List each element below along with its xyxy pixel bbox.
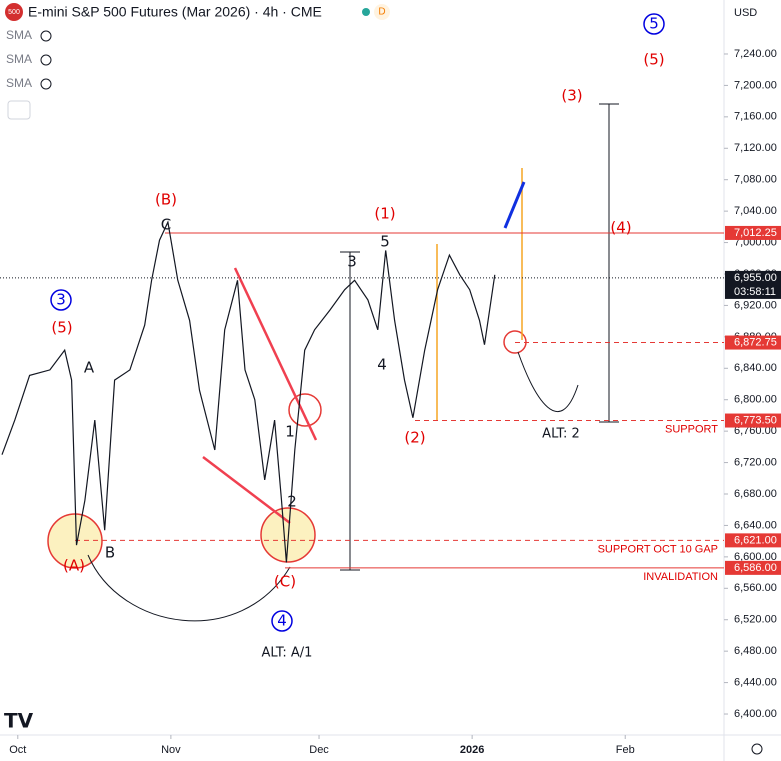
countdown: 03:58:11 bbox=[734, 286, 776, 298]
collapse-button[interactable] bbox=[7, 100, 31, 120]
symbol-icon bbox=[5, 3, 23, 21]
price-label-box bbox=[725, 560, 781, 575]
wave-label: (5) bbox=[643, 51, 664, 69]
price-label: 6,773.50 bbox=[734, 414, 777, 426]
wave-label: C bbox=[161, 216, 171, 234]
y-tick-label: 6,440.00 bbox=[734, 676, 777, 688]
price-label: 6,872.75 bbox=[734, 336, 777, 348]
wave-label: 4 bbox=[377, 356, 387, 374]
y-tick-label: 6,720.00 bbox=[734, 456, 777, 468]
curve bbox=[517, 351, 579, 412]
wave-label: 5 bbox=[649, 15, 659, 33]
price-label-box bbox=[725, 270, 781, 299]
y-tick-label: 6,560.00 bbox=[734, 582, 777, 594]
wave-circle bbox=[271, 610, 293, 632]
chart-title: E-mini S&P 500 Futures (Mar 2026) · 4h ·… bbox=[28, 4, 322, 20]
wave-label: 1 bbox=[285, 423, 295, 441]
wave-label: 5 bbox=[380, 233, 390, 251]
y-tick-label: 7,160.00 bbox=[734, 111, 777, 123]
x-tick-label: Dec bbox=[309, 744, 329, 756]
level-text: SUPPORT bbox=[665, 423, 718, 435]
y-tick-label: 7,040.00 bbox=[734, 205, 777, 217]
wave-label: B bbox=[105, 544, 115, 562]
price-label: 7,012.25 bbox=[734, 227, 777, 239]
x-tick-label: Nov bbox=[161, 744, 181, 756]
wave-label: ALT: A/1 bbox=[262, 646, 313, 661]
currency: USD bbox=[734, 7, 757, 19]
wave-label: (B) bbox=[155, 191, 177, 209]
y-tick-label: 6,400.00 bbox=[734, 708, 777, 720]
indicator-label: SMA bbox=[6, 52, 32, 66]
trendline bbox=[202, 456, 291, 524]
y-tick-label: 6,640.00 bbox=[734, 519, 777, 531]
header: 500 E-mini S&P 500 Futures (Mar 2026) · … bbox=[4, 3, 763, 755]
y-tick-label: 6,680.00 bbox=[734, 488, 777, 500]
y-tick-label: 7,120.00 bbox=[734, 142, 777, 154]
trendline bbox=[233, 267, 318, 441]
wave-label: (C) bbox=[274, 573, 296, 591]
y-tick-label: 6,920.00 bbox=[734, 299, 777, 311]
x-tick-label: Feb bbox=[616, 744, 635, 756]
y-tick-label: 6,800.00 bbox=[734, 394, 777, 406]
wave-label: (2) bbox=[404, 429, 425, 447]
wave-label: (1) bbox=[374, 205, 395, 223]
visibility-icon bbox=[40, 54, 52, 66]
wave-label: A bbox=[84, 359, 95, 377]
symbol-badge: 500 bbox=[8, 9, 20, 16]
wave-label: (4) bbox=[610, 219, 631, 237]
price-label-box bbox=[725, 335, 781, 350]
y-tick-label: 7,080.00 bbox=[734, 174, 777, 186]
y-tick-label: 6,840.00 bbox=[734, 362, 777, 374]
status-dot bbox=[362, 8, 370, 16]
price-line bbox=[1, 220, 496, 563]
wave-label: 3 bbox=[56, 291, 66, 309]
visibility-icon bbox=[40, 78, 52, 90]
price-label: 6,586.00 bbox=[734, 562, 777, 574]
price-label-box bbox=[725, 533, 781, 548]
price-label-box bbox=[725, 413, 781, 428]
wave-label: 3 bbox=[347, 253, 357, 271]
badge bbox=[374, 4, 390, 20]
wave-label: (5) bbox=[51, 319, 72, 337]
indicator-label: SMA bbox=[6, 28, 32, 42]
y-tick-label: 6,760.00 bbox=[734, 425, 777, 437]
y-tick-label: 6,480.00 bbox=[734, 645, 777, 657]
wave-label: 2 bbox=[287, 493, 297, 511]
curve bbox=[87, 554, 291, 622]
logo: 𝗧𝗩 bbox=[4, 710, 34, 732]
level-text: INVALIDATION bbox=[643, 571, 718, 583]
data-badge: D bbox=[378, 7, 385, 18]
wave-circle bbox=[50, 289, 72, 311]
level-text: SUPPORT OCT 10 GAP bbox=[598, 543, 718, 555]
x-tick-label: Oct bbox=[9, 744, 26, 756]
price-label: 6,955.00 bbox=[734, 272, 777, 284]
wave-label: ALT: 2 bbox=[542, 427, 580, 442]
arrow bbox=[503, 181, 526, 229]
circle bbox=[503, 330, 527, 354]
y-tick-label: 7,200.00 bbox=[734, 79, 777, 91]
visibility-icon bbox=[40, 30, 52, 42]
settings-icon[interactable] bbox=[751, 743, 763, 755]
wave-circle bbox=[643, 13, 665, 35]
y-tick-label: 7,240.00 bbox=[734, 48, 777, 60]
x-tick-label: 2026 bbox=[460, 744, 484, 756]
circle bbox=[288, 393, 322, 427]
wave-label: 4 bbox=[277, 612, 287, 630]
wave-label: (3) bbox=[561, 87, 582, 105]
y-tick-label: 6,520.00 bbox=[734, 614, 777, 626]
y-tick-label: 6,600.00 bbox=[734, 551, 777, 563]
indicator-label: SMA bbox=[6, 76, 32, 90]
wave-label: (A) bbox=[63, 557, 85, 575]
price-label-box bbox=[725, 225, 781, 240]
price-label: 6,621.00 bbox=[734, 534, 777, 546]
